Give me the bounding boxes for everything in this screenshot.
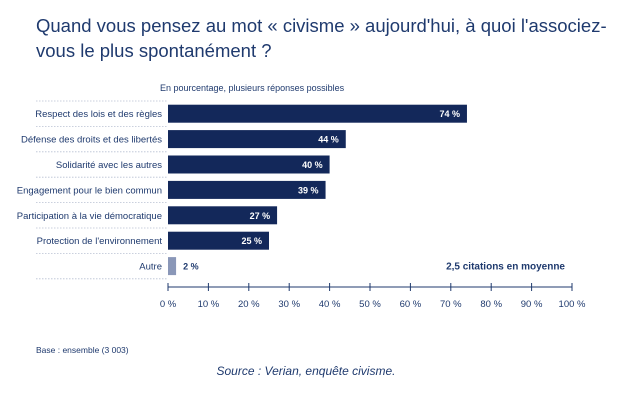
x-tick-label: 60 % <box>400 299 422 310</box>
category-label: Solidarité avec les autres <box>56 160 162 171</box>
bar-chart: Respect des lois et des règles 74 % Défens… <box>17 100 586 310</box>
bar <box>168 257 177 276</box>
bar <box>168 180 326 199</box>
bar <box>168 104 467 123</box>
category-label: Participation à la vie démocratique <box>17 211 162 222</box>
data-label: 2 % <box>183 262 199 272</box>
data-label: 39 % <box>298 185 319 195</box>
data-label: 40 % <box>302 160 323 170</box>
base-note: Base : ensemble (3 003) <box>36 345 129 355</box>
data-label: 44 % <box>318 135 339 145</box>
category-label: Engagement pour le bien commun <box>17 185 162 196</box>
bar <box>168 155 330 174</box>
x-tick-label: 30 % <box>278 299 300 310</box>
category-label: Protection de l'environnement <box>37 236 163 247</box>
annotation: 2,5 citations en moyenne <box>446 262 565 273</box>
x-tick-label: 10 % <box>198 299 220 310</box>
x-tick-label: 90 % <box>521 299 543 310</box>
x-tick-label: 70 % <box>440 299 462 310</box>
category-label: Défense des droits et des libertés <box>21 135 162 146</box>
bar <box>168 206 278 225</box>
category-label: Autre <box>139 262 162 273</box>
source-note: Source : Verian, enquête civisme. <box>216 364 396 378</box>
data-label: 27 % <box>250 211 271 221</box>
x-tick-label: 40 % <box>319 299 341 310</box>
bar <box>168 130 346 149</box>
category-label: Respect des lois et des règles <box>35 109 162 120</box>
x-tick-label: 20 % <box>238 299 260 310</box>
chart-subtitle: En pourcentage, plusieurs réponses possi… <box>160 83 345 93</box>
x-tick-label: 80 % <box>480 299 502 310</box>
data-label: 74 % <box>439 109 460 119</box>
chart-title: Quand vous pensez au mot « civisme » auj… <box>36 15 607 61</box>
x-tick-label: 50 % <box>359 299 381 310</box>
x-tick-label: 0 % <box>160 299 177 310</box>
x-tick-label: 100 % <box>559 299 586 310</box>
bar <box>168 231 269 250</box>
data-label: 25 % <box>241 236 262 246</box>
